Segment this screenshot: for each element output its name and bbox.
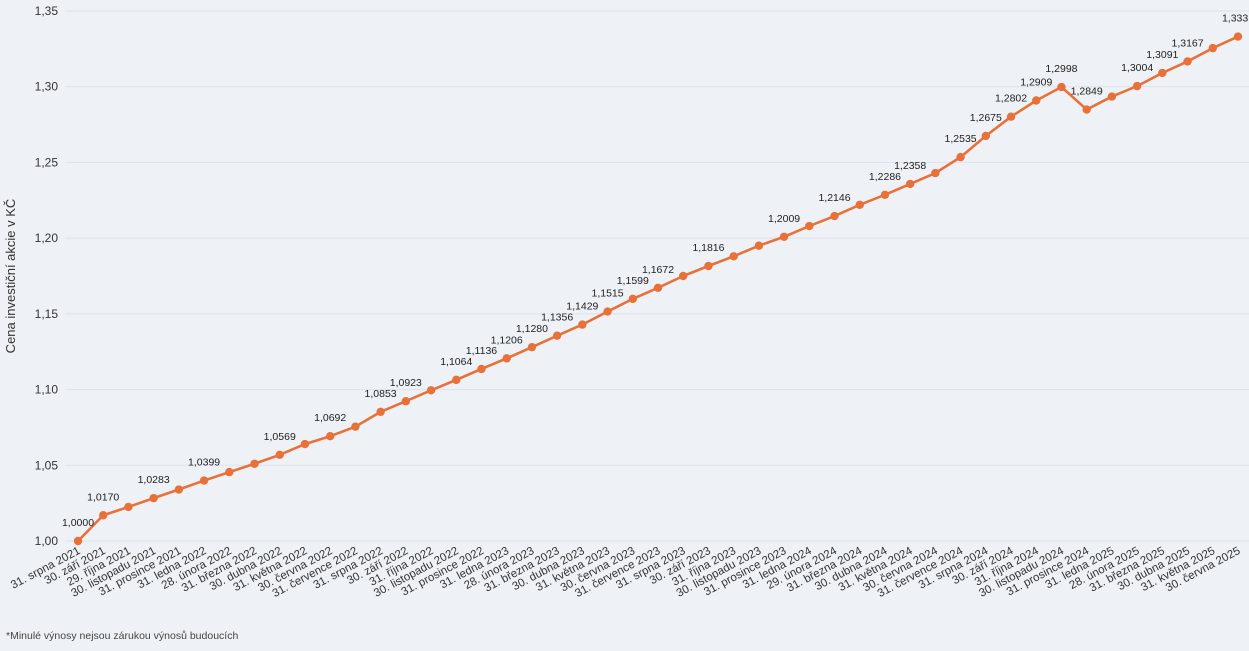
gridlines [65,10,1249,542]
data-point [1107,92,1117,101]
data-label: 1,1356 [541,312,573,324]
data-label: 1,1429 [566,301,598,313]
data-point [199,476,209,485]
data-label: 1,0283 [138,474,170,486]
data-point [1057,82,1066,92]
data-point [679,271,688,281]
data-point [653,283,663,293]
data-label: 1,3004 [1121,62,1153,74]
data-label: 1,1515 [592,288,624,300]
y-axis-title: Cena investiční akcie v KČ [3,199,18,354]
data-point [754,241,764,250]
data-label: 1,1136 [466,345,497,357]
data-point [99,511,108,520]
data-point [905,179,915,189]
y-tick-label: 1,20 [35,231,59,245]
data-point [351,422,360,431]
data-point [477,364,486,374]
data-point [1158,68,1167,78]
data-label: 1,2675 [970,112,1002,124]
data-point [578,320,587,329]
data-label: 1,2358 [894,160,926,172]
data-point [552,331,562,340]
data-labels: 1,0000 1,0170 1,0283 1,0399 1,0569 1,0692 1,08… [62,13,1249,529]
data-point [149,493,158,503]
data-label: 1,1280 [516,323,548,335]
data-label: 1,0692 [314,412,346,424]
data-point [628,294,637,304]
y-tick-label: 1,15 [35,307,59,321]
data-point [73,536,83,546]
data-point [779,232,789,241]
data-point [1208,43,1217,53]
data-label: 1,1206 [491,334,523,346]
y-tick-label: 1,05 [35,458,59,472]
data-point [174,485,184,494]
data-label: 1,0853 [365,388,397,400]
data-points [73,32,1243,546]
data-point [931,168,940,178]
data-label: 1,3167 [1172,37,1204,49]
data-point [704,261,713,271]
data-point [325,432,335,441]
data-label: 1,2909 [1020,76,1052,88]
data-point [729,252,738,261]
data-label: 1,2849 [1071,86,1103,98]
data-point [401,397,411,406]
data-label: 1,2146 [818,192,850,204]
data-label: 1,3091 [1146,49,1178,61]
data-point [1132,81,1142,91]
y-tick-label: 1,30 [35,80,59,94]
footnote: *Minulé výnosy nejsou zárukou výnosů bud… [6,630,239,642]
data-label: 1,1064 [440,356,472,368]
data-point [300,439,310,449]
data-label: 1,2009 [768,213,800,225]
data-point [855,200,864,210]
data-point [830,211,839,221]
data-point [250,459,259,468]
data-label: 1,3331 [1222,13,1249,25]
data-label: 1,2535 [945,133,977,145]
data-label: 1,0399 [188,457,220,469]
y-axis-ticks: 1,00 1,05 1,10 1,15 1,20 1,25 1,30 1,35 [35,4,59,548]
data-point [452,375,461,385]
data-label: 1,2286 [869,171,901,183]
data-label: 1,2998 [1045,63,1077,75]
data-point [981,131,991,141]
data-label: 1,0569 [264,431,296,443]
data-point [275,450,284,460]
data-point [956,152,965,162]
data-point [225,467,234,477]
data-label: 1,0000 [62,517,94,529]
data-point [1006,112,1016,121]
data-point [376,407,385,417]
data-label: 1,1672 [642,264,674,276]
data-point [527,342,537,352]
data-label: 1,1816 [692,242,724,254]
data-point [880,190,890,200]
data-point [1032,96,1041,105]
data-point [1233,32,1243,41]
data-point [805,221,814,231]
data-point [1183,57,1192,66]
y-tick-label: 1,00 [35,534,59,548]
data-label: 1,0170 [87,491,119,503]
y-tick-label: 1,35 [35,4,59,18]
data-point [426,386,436,395]
data-point [502,354,511,363]
data-label: 1,1599 [617,275,649,287]
y-tick-label: 1,10 [35,383,59,397]
data-point [603,307,612,316]
data-label: 1,2802 [995,93,1027,105]
data-point [124,502,133,512]
data-point [1082,105,1091,114]
y-tick-label: 1,25 [35,155,59,169]
data-label: 1,0923 [390,377,422,389]
